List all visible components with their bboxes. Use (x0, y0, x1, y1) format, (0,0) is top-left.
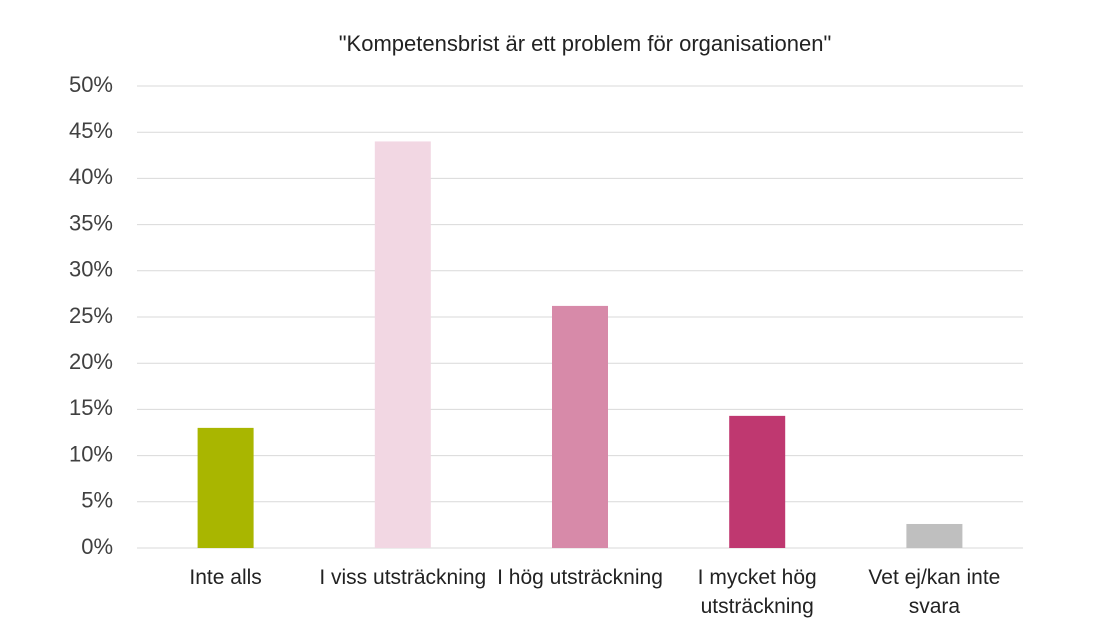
y-tick-label: 35% (69, 210, 113, 235)
y-tick-label: 20% (69, 349, 113, 374)
bar (197, 427, 254, 548)
bar (906, 523, 963, 548)
y-tick-label: 25% (69, 303, 113, 328)
y-tick-label: 10% (69, 441, 113, 466)
x-tick-label: Inte alls (189, 566, 262, 589)
bar (374, 141, 431, 548)
y-tick-label: 0% (81, 534, 113, 559)
chart-title: "Kompetensbrist är ett problem för organ… (339, 31, 832, 56)
y-tick-label: 15% (69, 395, 113, 420)
x-tick-label: I mycket hög utsträckning (697, 566, 817, 618)
bar (729, 415, 786, 548)
y-tick-label: 40% (69, 164, 113, 189)
x-tick-label: I viss utsträckning (319, 566, 487, 589)
x-tick-label: I hög utsträckning (497, 566, 663, 589)
y-tick-label: 45% (69, 118, 113, 143)
x-tick-label: Vet ej/kan inte svara (868, 566, 1001, 618)
y-tick-label: 5% (81, 488, 113, 513)
y-tick-label: 30% (69, 257, 113, 282)
bar (552, 305, 608, 548)
y-tick-label: 50% (69, 72, 113, 97)
